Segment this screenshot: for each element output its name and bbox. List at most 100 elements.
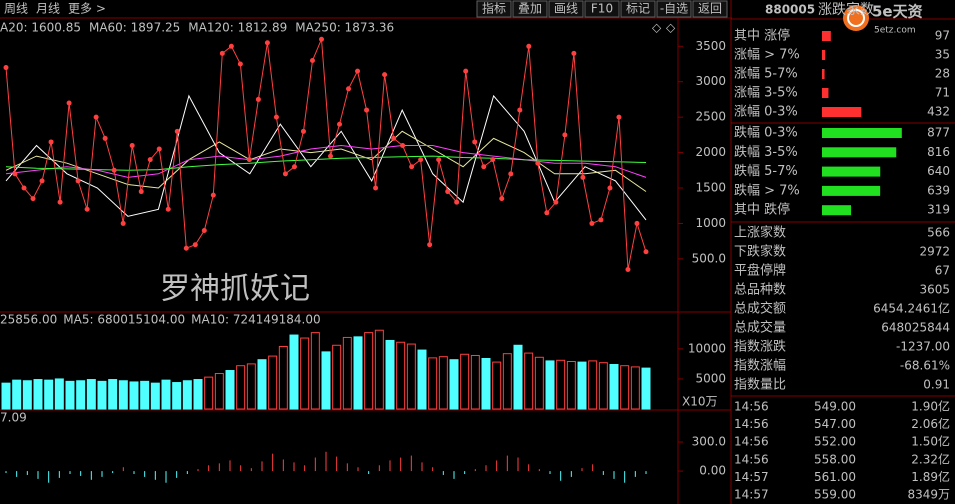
price-point bbox=[174, 128, 180, 134]
price-point bbox=[373, 185, 379, 191]
stat-value: 566 bbox=[927, 226, 950, 240]
volume-bar bbox=[12, 379, 22, 410]
volume-bar bbox=[342, 336, 352, 410]
stat-value: 67 bbox=[935, 264, 950, 278]
tab[interactable]: 周线 bbox=[4, 2, 28, 16]
button[interactable] bbox=[692, 0, 728, 18]
button-label[interactable]: 返回 bbox=[698, 2, 722, 16]
stat-label: 总品种数 bbox=[734, 283, 786, 298]
price-point bbox=[57, 199, 63, 205]
stat-value: -1237.00 bbox=[896, 340, 950, 354]
button-label[interactable]: 指标 bbox=[482, 1, 506, 16]
volume-bar bbox=[204, 376, 214, 410]
volume-bar bbox=[470, 354, 480, 410]
count-bar bbox=[822, 50, 826, 60]
volume-bar bbox=[161, 379, 171, 410]
price-point bbox=[589, 220, 595, 226]
volume-bar bbox=[129, 381, 139, 410]
volume-bar bbox=[545, 360, 555, 410]
price-point bbox=[337, 121, 343, 127]
price-point bbox=[544, 210, 550, 216]
row-value: 319 bbox=[927, 203, 950, 217]
volume-legend: MA5: 680015104.00 bbox=[63, 313, 185, 327]
trade-amount: 1.89亿 bbox=[911, 469, 950, 484]
volume-bar bbox=[278, 345, 288, 410]
price-point bbox=[201, 228, 207, 234]
button-label[interactable]: 叠加 bbox=[518, 2, 542, 16]
volume-bar bbox=[236, 365, 246, 410]
row-label: 涨幅 5-7% bbox=[734, 67, 798, 82]
button-label[interactable]: 标记 bbox=[626, 2, 650, 16]
volume-bar bbox=[86, 379, 96, 410]
volume-bar bbox=[118, 380, 128, 410]
trade-amount: 2.32亿 bbox=[911, 451, 950, 466]
row-value: 35 bbox=[935, 48, 950, 62]
volume-bar bbox=[310, 332, 320, 410]
price-line bbox=[5, 39, 647, 270]
price-point bbox=[228, 43, 234, 49]
button-label[interactable]: -自选 bbox=[660, 2, 688, 16]
price-point bbox=[607, 185, 613, 191]
price-point bbox=[580, 174, 586, 180]
price-point bbox=[291, 164, 297, 170]
trade-time: 14:56 bbox=[734, 452, 769, 466]
price-point bbox=[12, 171, 18, 177]
button[interactable] bbox=[548, 0, 584, 18]
row-label: 跌幅 5-7% bbox=[734, 163, 798, 179]
button[interactable] bbox=[476, 0, 512, 18]
price-point bbox=[30, 196, 36, 202]
trade-price: 558.00 bbox=[814, 452, 856, 466]
button[interactable] bbox=[512, 0, 548, 18]
price-point bbox=[147, 157, 153, 163]
tab[interactable]: 更多 > bbox=[68, 2, 106, 16]
logo-text: 5e天资 bbox=[872, 3, 923, 21]
volume-bar bbox=[44, 379, 54, 410]
count-bar bbox=[822, 147, 897, 158]
row-label: 其中 跌停 bbox=[734, 202, 790, 218]
volume-bar bbox=[246, 363, 256, 410]
price-point bbox=[355, 68, 361, 74]
button[interactable] bbox=[620, 0, 656, 18]
price-point bbox=[472, 139, 478, 145]
button-label[interactable]: 画线 bbox=[554, 2, 578, 16]
y-tick-label: 1500 bbox=[695, 181, 726, 195]
logo-icon bbox=[843, 5, 869, 31]
price-point bbox=[264, 40, 270, 46]
price-point bbox=[75, 178, 81, 184]
price-point bbox=[454, 199, 460, 205]
price-point bbox=[517, 107, 523, 113]
price-point bbox=[282, 171, 288, 177]
volume-bar bbox=[172, 382, 182, 410]
price-point bbox=[328, 153, 334, 159]
index-name: 涨跌家数 bbox=[818, 1, 874, 18]
stat-label: 平盘停牌 bbox=[734, 263, 786, 279]
price-point bbox=[625, 266, 631, 272]
stat-value: 648025844 bbox=[881, 321, 950, 335]
price-point bbox=[526, 43, 532, 49]
volume-bar bbox=[364, 332, 374, 410]
volume-bar bbox=[406, 343, 416, 410]
unit-label: X10万 bbox=[682, 395, 718, 409]
trade-price: 549.00 bbox=[814, 400, 856, 414]
row-label: 跌幅 3-5% bbox=[734, 144, 798, 160]
count-bar bbox=[822, 185, 881, 196]
stat-label: 指数涨幅 bbox=[734, 359, 786, 374]
trade-time: 14:56 bbox=[734, 400, 769, 414]
volume-bar bbox=[385, 339, 395, 410]
price-point bbox=[481, 164, 487, 170]
volume-bar bbox=[481, 357, 491, 410]
button[interactable] bbox=[656, 0, 692, 18]
tab[interactable]: 月线 bbox=[36, 2, 60, 16]
volume-bar bbox=[460, 353, 470, 410]
stat-value: -68.61% bbox=[900, 359, 950, 373]
button[interactable] bbox=[584, 0, 620, 18]
y-tick-label: 300.0 bbox=[692, 435, 726, 449]
volume-bar bbox=[76, 380, 86, 410]
y-tick-label: 0.00 bbox=[699, 464, 726, 478]
macd-legend: 7.09 bbox=[0, 411, 27, 425]
volume-bar bbox=[556, 359, 566, 410]
volume-bar bbox=[492, 361, 502, 410]
button-label[interactable]: F10 bbox=[591, 2, 613, 16]
stat-label: 上涨家数 bbox=[734, 225, 786, 241]
y-tick-label: 2000 bbox=[695, 145, 726, 159]
